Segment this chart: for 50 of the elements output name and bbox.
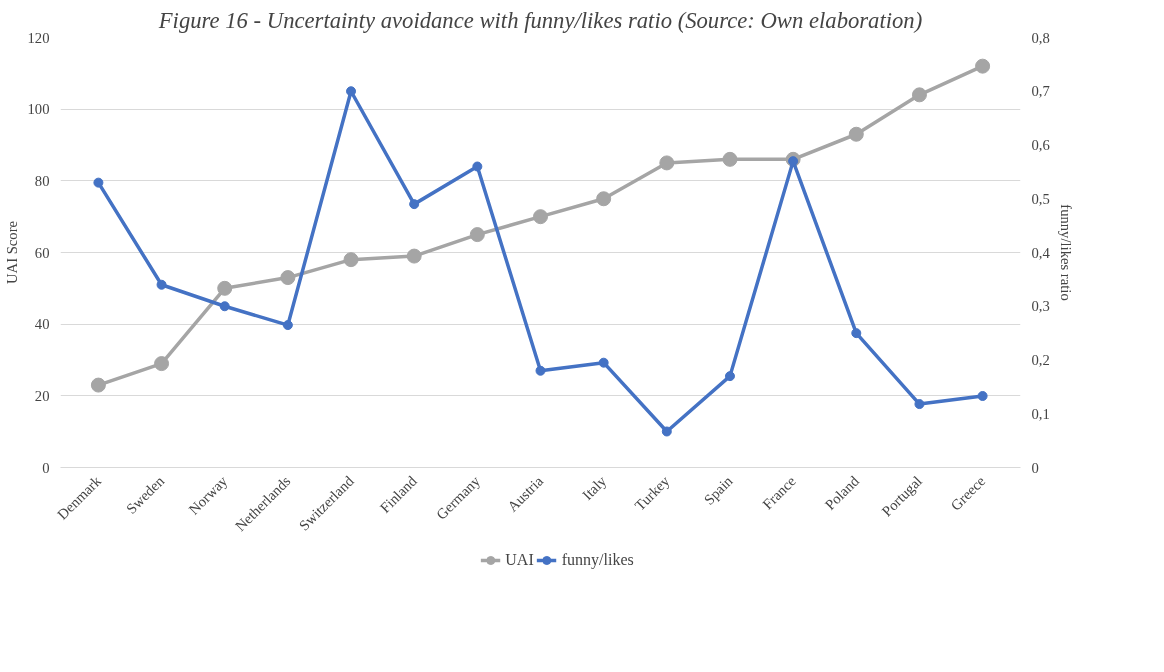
point: [661, 426, 672, 437]
y-axis-title: UAI Score: [3, 220, 20, 285]
point: [219, 301, 230, 312]
point: [851, 328, 862, 339]
point: [156, 279, 167, 290]
y2-axis-title: funny/likes ratio: [1057, 204, 1074, 301]
point: [217, 280, 233, 296]
y2-tick-label: 0,2: [1031, 352, 1050, 368]
y2-tick-label: 0: [1031, 459, 1039, 476]
point: [596, 191, 612, 207]
point: [280, 270, 296, 286]
point: [848, 126, 864, 142]
legend-label: UAI: [505, 551, 534, 569]
point: [406, 248, 422, 264]
y2-tick-label: 0,5: [1031, 190, 1050, 207]
point: [469, 227, 485, 243]
point: [533, 209, 548, 225]
point: [914, 399, 925, 410]
y2-tick-label: 0,6: [1031, 137, 1050, 153]
point: [154, 356, 170, 372]
point: [911, 87, 927, 103]
y2-tick-label: 0,1: [1031, 405, 1050, 422]
y-tick-label: 80: [34, 172, 50, 189]
y2-tick-label: 0,3: [1031, 298, 1050, 315]
legend-label: funny/likes: [561, 551, 634, 569]
point: [977, 391, 988, 401]
x-tick-label: Italy: [579, 472, 610, 504]
point: [724, 371, 735, 382]
point: [346, 86, 357, 97]
y-tick-label: 120: [27, 29, 50, 46]
y2-tick-label: 0,4: [1031, 244, 1051, 261]
y-tick-label: 60: [34, 244, 50, 261]
point: [282, 320, 293, 331]
point: [93, 177, 104, 188]
point: [975, 58, 991, 74]
point: [90, 377, 106, 393]
point: [722, 151, 738, 167]
point: [659, 155, 675, 171]
y-tick-label: 100: [27, 101, 50, 118]
y-tick-label: 20: [34, 387, 50, 404]
y2-tick-label: 0,7: [1031, 83, 1050, 100]
y2-tick-label: 0,8: [1031, 29, 1050, 46]
point: [535, 365, 546, 376]
y-tick-label: 40: [34, 316, 50, 333]
point: [409, 199, 420, 210]
point: [598, 357, 609, 368]
chart-title: Figure 16 - Uncertainty avoidance with funny/likes ratio (Source: Own elaboration): [157, 7, 923, 33]
point: [343, 252, 359, 268]
y-tick-label: 0: [42, 459, 50, 476]
point: [472, 161, 483, 172]
